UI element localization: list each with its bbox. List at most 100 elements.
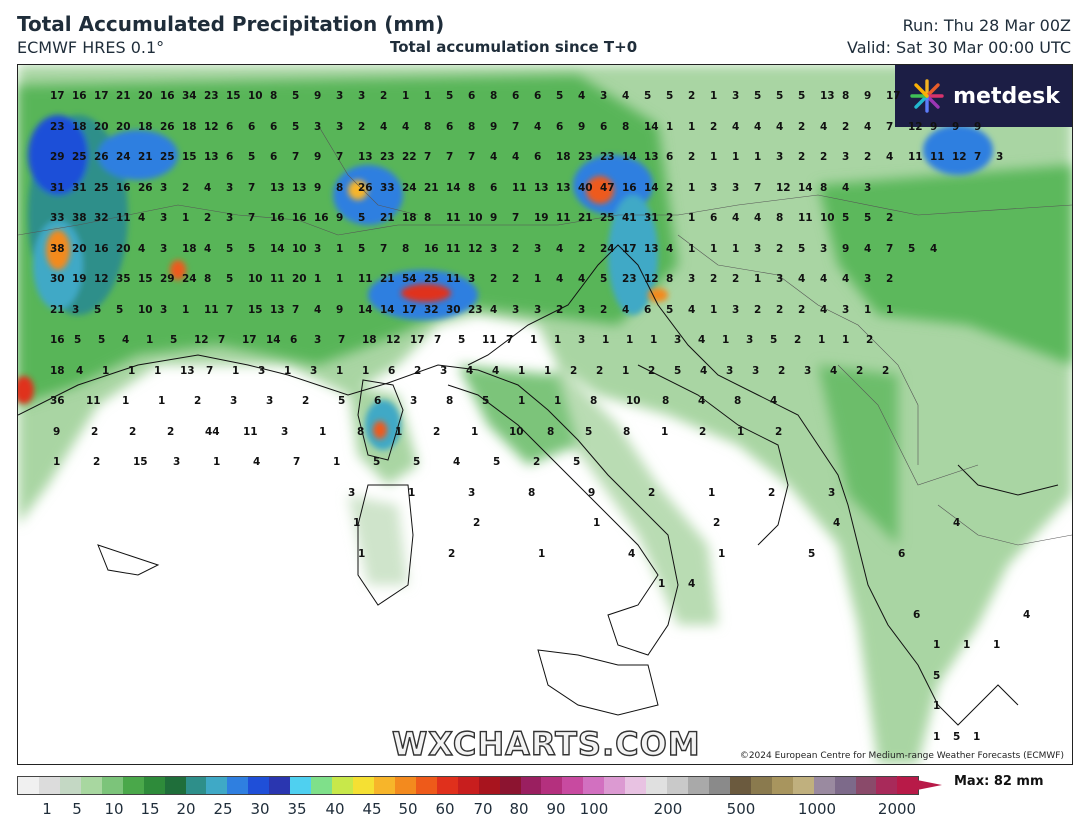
precip-value-label: 7 <box>292 303 300 316</box>
precip-value-label: 13 <box>644 242 659 255</box>
precip-value-label: 2 <box>600 303 608 316</box>
precip-value-label: 1 <box>622 364 630 377</box>
scale-tick-label: 50 <box>398 800 418 818</box>
precip-value-label: 2 <box>886 273 894 285</box>
precip-value-label: 8 <box>734 395 742 407</box>
precip-value-label: 4 <box>930 242 938 255</box>
precip-value-label: 4 <box>820 303 828 316</box>
precip-value-label: 1 <box>732 151 740 163</box>
precip-value-label: 2 <box>380 90 388 102</box>
precip-value-label: 8 <box>842 90 850 102</box>
precip-value-label: 2 <box>754 303 762 316</box>
precip-value-label: 8 <box>424 212 432 224</box>
precip-value-label: 6 <box>512 90 520 102</box>
precip-value-label: 7 <box>293 456 301 468</box>
precip-value-label: 6 <box>913 608 921 621</box>
precip-value-label: 5 <box>666 90 674 102</box>
precip-value-label: 4 <box>138 242 146 255</box>
precip-value-label: 5 <box>94 303 102 316</box>
precip-value-label: 11 <box>116 212 131 224</box>
precip-value-label: 12 <box>776 181 791 194</box>
precip-value-label: 17 <box>886 90 901 102</box>
precip-value-label: 1 <box>626 334 634 346</box>
precip-value-label: 18 <box>50 364 65 377</box>
precip-value-label: 1 <box>336 364 344 377</box>
precip-value-label: 25 <box>160 151 175 163</box>
precip-value-label: 4 <box>76 364 84 377</box>
precip-value-label: 1 <box>395 425 403 438</box>
precip-value-label: 20 <box>138 90 153 102</box>
precip-value-label: 8 <box>776 212 784 224</box>
scale-tick-label: 500 <box>726 800 756 818</box>
precip-value-label: 16 <box>94 242 109 255</box>
precip-value-label: 1 <box>284 364 292 377</box>
precip-value-label: 17 <box>402 303 417 316</box>
precip-value-label: 4 <box>830 364 838 377</box>
precip-value-label: 11 <box>446 273 461 285</box>
precip-value-label: 11 <box>446 242 461 255</box>
precip-value-label: 11 <box>908 151 923 163</box>
precip-value-label: 9 <box>336 212 344 224</box>
precip-value-label: 11 <box>86 395 101 407</box>
scale-overflow-arrow <box>897 776 942 794</box>
precip-value-label: 11 <box>270 273 285 285</box>
precip-value-label: 36 <box>50 395 65 407</box>
precip-value-label: 6 <box>226 151 234 163</box>
precip-value-label: 2 <box>768 486 776 499</box>
precip-value-label: 2 <box>167 425 175 438</box>
precip-value-label: 6 <box>600 120 608 133</box>
precip-value-label: 1 <box>993 639 1001 651</box>
scale-segment <box>499 777 521 794</box>
precip-value-label: 4 <box>732 212 740 224</box>
precip-value-label: 8 <box>547 425 555 438</box>
scale-segment <box>520 777 542 794</box>
valid-label: Valid: Sat 30 Mar 00:00 UTC <box>847 38 1071 57</box>
precip-value-label: 16 <box>72 90 87 102</box>
precip-value-label: 4 <box>628 547 636 560</box>
precip-value-label: 29 <box>50 151 65 163</box>
precip-value-label: 3 <box>314 334 322 346</box>
precip-value-label: 6 <box>374 395 382 407</box>
precip-value-label: 3 <box>754 242 762 255</box>
precip-value-label: 3 <box>578 334 586 346</box>
precip-value-label: 8 <box>662 395 670 407</box>
scale-tick-label: 25 <box>213 800 233 818</box>
precip-value-label: 6 <box>556 120 564 133</box>
precip-value-label: 2 <box>204 212 212 224</box>
precip-value-label: 7 <box>506 334 514 346</box>
precip-value-label: 1 <box>232 364 240 377</box>
precip-value-label: 4 <box>204 242 212 255</box>
precip-value-label: 7 <box>512 212 520 224</box>
precip-value-label: 4 <box>754 212 762 224</box>
precip-value-label: 3 <box>710 181 718 194</box>
precip-value-label: 2 <box>842 120 850 133</box>
precip-value-label: 8 <box>357 425 365 438</box>
precip-value-label: 6 <box>270 151 278 163</box>
precip-value-label: 20 <box>116 242 131 255</box>
precip-value-label: 3 <box>732 90 740 102</box>
precip-value-label: 8 <box>623 425 631 438</box>
precip-value-label: 4 <box>534 120 542 133</box>
precip-value-label: 1 <box>358 547 366 560</box>
scale-tick-label: 5 <box>72 800 82 818</box>
precip-value-label: 16 <box>292 212 307 224</box>
scale-segment <box>185 777 207 794</box>
precip-value-label: 4 <box>314 303 322 316</box>
precip-value-label: 18 <box>556 151 571 163</box>
precip-value-label: 24 <box>600 242 615 255</box>
scale-segment <box>604 777 626 794</box>
precip-value-label: 4 <box>698 334 706 346</box>
precip-value-label: 16 <box>160 90 175 102</box>
precip-value-label: 2 <box>688 151 696 163</box>
scale-segment <box>332 777 353 794</box>
precip-value-label: 1 <box>963 639 971 651</box>
precip-value-label: 3 <box>752 364 760 377</box>
precip-value-label: 5 <box>644 90 652 102</box>
precip-value-label: 2 <box>866 334 874 346</box>
precip-value-label: 2 <box>302 395 310 407</box>
precip-value-label: 2 <box>648 486 656 499</box>
precip-value-label: 1 <box>182 212 190 224</box>
precip-value-label: 1 <box>530 334 538 346</box>
precip-value-label: 25 <box>94 181 109 194</box>
precip-value-label: 1 <box>554 334 562 346</box>
